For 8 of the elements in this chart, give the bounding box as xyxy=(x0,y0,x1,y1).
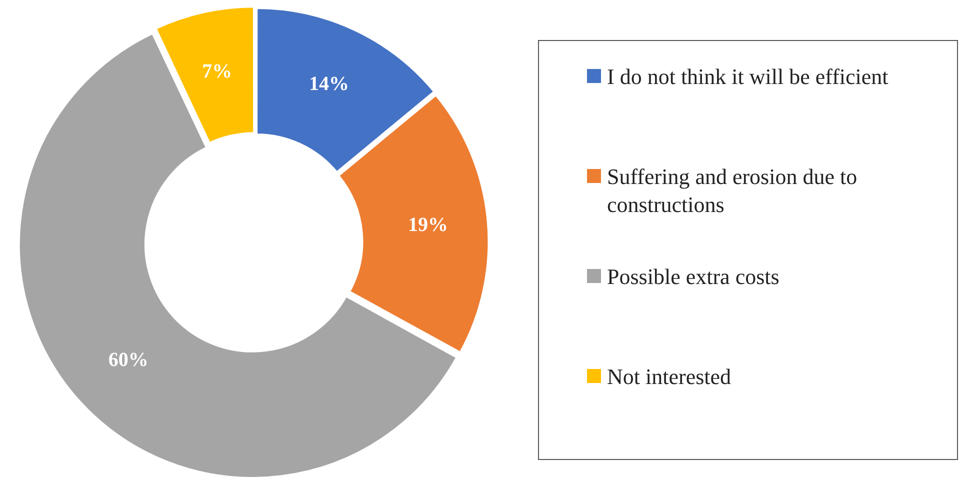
data-label: 19% xyxy=(408,214,448,236)
data-label: 60% xyxy=(108,349,148,372)
data-label: 7% xyxy=(202,60,232,83)
legend-label: Possible extra costs xyxy=(607,263,780,291)
legend-label: Not interested xyxy=(607,363,732,391)
legend-label: I do not think it will be efficient xyxy=(607,63,890,91)
legend-label: Suffering and erosion due to constructions xyxy=(607,163,858,219)
data-label: 14% xyxy=(308,72,349,95)
